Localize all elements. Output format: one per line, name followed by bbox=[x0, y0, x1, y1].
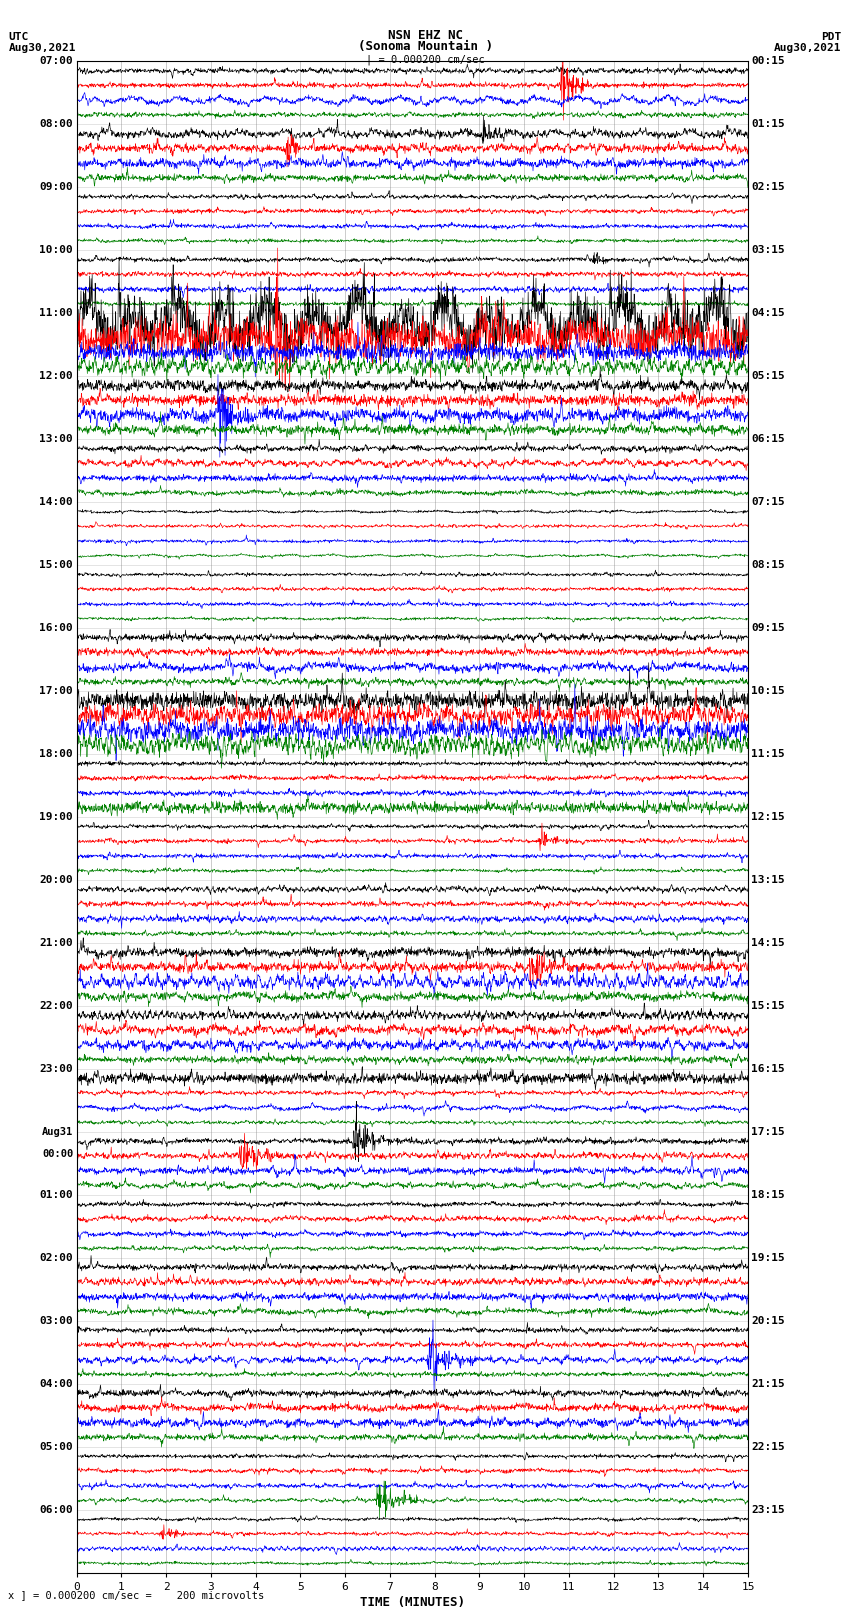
Text: 00:15: 00:15 bbox=[751, 56, 785, 66]
Text: Aug30,2021: Aug30,2021 bbox=[774, 44, 842, 53]
Text: 12:15: 12:15 bbox=[751, 811, 785, 823]
Text: 15:15: 15:15 bbox=[751, 1002, 785, 1011]
Text: 21:15: 21:15 bbox=[751, 1379, 785, 1389]
Text: 07:00: 07:00 bbox=[39, 56, 73, 66]
Text: 21:00: 21:00 bbox=[39, 937, 73, 948]
Text: 07:15: 07:15 bbox=[751, 497, 785, 506]
Text: 10:15: 10:15 bbox=[751, 686, 785, 697]
Text: 13:00: 13:00 bbox=[39, 434, 73, 444]
Text: 19:15: 19:15 bbox=[751, 1253, 785, 1263]
Text: 02:15: 02:15 bbox=[751, 182, 785, 192]
Text: 16:00: 16:00 bbox=[39, 623, 73, 632]
Text: 11:00: 11:00 bbox=[39, 308, 73, 318]
Text: PDT: PDT bbox=[821, 32, 842, 42]
Text: 18:00: 18:00 bbox=[39, 748, 73, 760]
Text: 18:15: 18:15 bbox=[751, 1190, 785, 1200]
Text: 10:00: 10:00 bbox=[39, 245, 73, 255]
Text: 06:15: 06:15 bbox=[751, 434, 785, 444]
Text: 01:15: 01:15 bbox=[751, 119, 785, 129]
Text: x ] = 0.000200 cm/sec =    200 microvolts: x ] = 0.000200 cm/sec = 200 microvolts bbox=[8, 1590, 264, 1600]
Text: (Sonoma Mountain ): (Sonoma Mountain ) bbox=[358, 40, 492, 53]
Text: 11:15: 11:15 bbox=[751, 748, 785, 760]
Text: 04:00: 04:00 bbox=[39, 1379, 73, 1389]
Text: 00:00: 00:00 bbox=[42, 1148, 73, 1158]
Text: 05:15: 05:15 bbox=[751, 371, 785, 381]
Text: 04:15: 04:15 bbox=[751, 308, 785, 318]
Text: 02:00: 02:00 bbox=[39, 1253, 73, 1263]
Text: 19:00: 19:00 bbox=[39, 811, 73, 823]
Text: 03:15: 03:15 bbox=[751, 245, 785, 255]
Text: UTC: UTC bbox=[8, 32, 29, 42]
Text: 20:00: 20:00 bbox=[39, 874, 73, 886]
Text: 16:15: 16:15 bbox=[751, 1065, 785, 1074]
Text: 15:00: 15:00 bbox=[39, 560, 73, 569]
Text: 03:00: 03:00 bbox=[39, 1316, 73, 1326]
Text: Aug30,2021: Aug30,2021 bbox=[8, 44, 76, 53]
Text: 17:15: 17:15 bbox=[751, 1127, 785, 1137]
Text: 22:15: 22:15 bbox=[751, 1442, 785, 1452]
Text: 17:00: 17:00 bbox=[39, 686, 73, 697]
Text: 14:00: 14:00 bbox=[39, 497, 73, 506]
Text: 23:00: 23:00 bbox=[39, 1065, 73, 1074]
Text: 09:15: 09:15 bbox=[751, 623, 785, 632]
Text: 09:00: 09:00 bbox=[39, 182, 73, 192]
Text: NSN EHZ NC: NSN EHZ NC bbox=[388, 29, 462, 42]
Text: 08:00: 08:00 bbox=[39, 119, 73, 129]
Text: 23:15: 23:15 bbox=[751, 1505, 785, 1515]
Text: Aug31: Aug31 bbox=[42, 1127, 73, 1137]
Text: 20:15: 20:15 bbox=[751, 1316, 785, 1326]
Text: 14:15: 14:15 bbox=[751, 937, 785, 948]
X-axis label: TIME (MINUTES): TIME (MINUTES) bbox=[360, 1595, 465, 1608]
Text: 13:15: 13:15 bbox=[751, 874, 785, 886]
Text: 22:00: 22:00 bbox=[39, 1002, 73, 1011]
Text: 01:00: 01:00 bbox=[39, 1190, 73, 1200]
Text: 06:00: 06:00 bbox=[39, 1505, 73, 1515]
Text: | = 0.000200 cm/sec: | = 0.000200 cm/sec bbox=[366, 53, 484, 65]
Text: 12:00: 12:00 bbox=[39, 371, 73, 381]
Text: 05:00: 05:00 bbox=[39, 1442, 73, 1452]
Text: 08:15: 08:15 bbox=[751, 560, 785, 569]
